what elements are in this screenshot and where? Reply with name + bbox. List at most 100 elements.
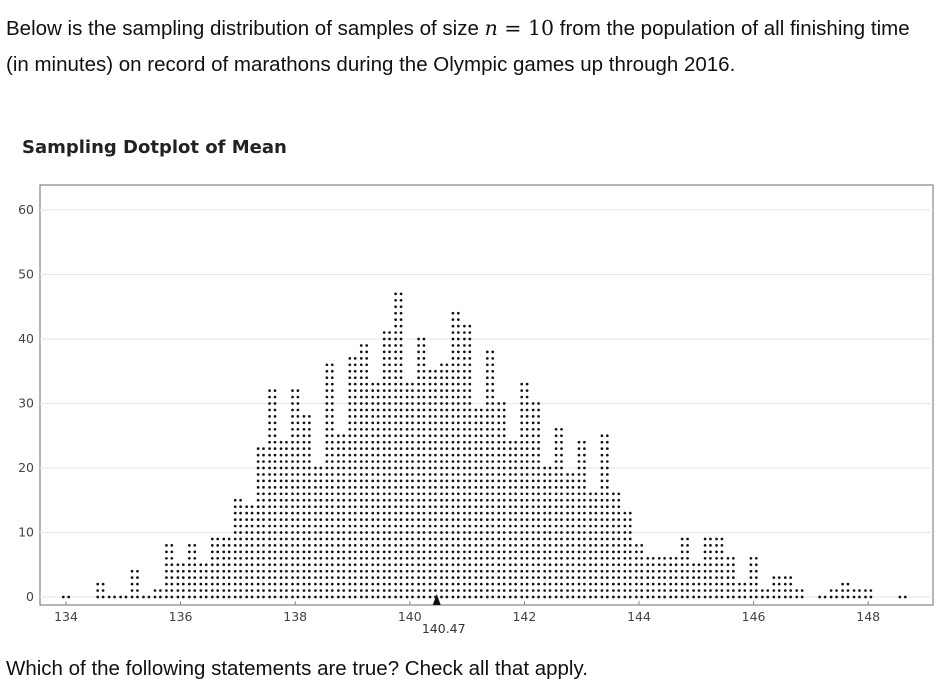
dot (428, 576, 432, 579)
dot-column (600, 434, 609, 599)
dot (525, 537, 529, 541)
dot (348, 473, 352, 476)
dot (543, 479, 546, 483)
dot (577, 569, 581, 573)
dot (233, 595, 237, 599)
dot (210, 537, 214, 541)
dot (348, 402, 352, 405)
dot (422, 408, 426, 412)
dot (405, 440, 409, 444)
y-tick-label: 10 (18, 525, 34, 540)
dot (548, 511, 552, 515)
dot (479, 498, 483, 502)
dot (583, 524, 586, 528)
dot (382, 473, 386, 476)
dot (589, 595, 592, 599)
dot (405, 421, 409, 425)
dot (394, 460, 397, 463)
dot (720, 582, 724, 586)
dot (520, 389, 524, 392)
dot (479, 518, 483, 521)
dot (440, 402, 443, 405)
dot (434, 576, 437, 579)
dot (285, 440, 288, 444)
dot (245, 569, 249, 573)
dot (388, 544, 391, 547)
dot (422, 473, 426, 476)
dot (188, 595, 191, 599)
dot (491, 460, 495, 463)
dot (405, 511, 409, 515)
dot (382, 550, 386, 554)
dot (440, 569, 443, 573)
dot (514, 505, 517, 509)
dot (525, 556, 529, 560)
dot (566, 537, 569, 541)
dot (525, 466, 529, 470)
dot (823, 595, 827, 599)
dot (583, 447, 586, 450)
dot (239, 524, 242, 528)
dot (589, 518, 592, 521)
dot (382, 589, 386, 592)
dot (651, 576, 655, 579)
dot (130, 589, 134, 592)
dot (394, 531, 397, 534)
dot (405, 453, 409, 457)
dot (520, 447, 524, 450)
dot (686, 537, 689, 541)
dot (445, 524, 449, 528)
dot (359, 518, 363, 521)
dot (388, 569, 391, 573)
dot (623, 582, 627, 586)
dot (411, 556, 414, 560)
dot (520, 440, 524, 444)
dot (245, 531, 249, 534)
x-tick-label: 144 (627, 609, 651, 624)
dot (417, 337, 420, 341)
dot (417, 389, 420, 392)
dot (577, 563, 581, 567)
dot (554, 460, 558, 463)
dot (422, 357, 426, 360)
dot (772, 576, 776, 579)
dot (451, 498, 455, 502)
dot (382, 344, 386, 347)
dot (571, 576, 575, 579)
dot-column (508, 440, 517, 599)
dot (605, 447, 609, 450)
dot (463, 447, 466, 450)
dot (440, 369, 443, 373)
dot (440, 363, 443, 367)
dot (703, 595, 707, 599)
dot (485, 440, 489, 444)
dot (302, 479, 306, 483)
dot (285, 537, 288, 541)
dot (663, 556, 666, 560)
dot (577, 492, 581, 496)
dot (411, 582, 414, 586)
dot (405, 524, 409, 528)
dot (233, 582, 237, 586)
dot (353, 434, 357, 438)
dot (388, 427, 391, 431)
dot (302, 447, 306, 450)
dot-column (210, 537, 220, 599)
dot (422, 582, 426, 586)
dot (325, 408, 329, 412)
dot (359, 505, 363, 509)
dot (520, 556, 524, 560)
dot (245, 582, 249, 586)
dot (485, 544, 489, 547)
dot (371, 492, 375, 496)
dot (726, 563, 730, 567)
dot (749, 556, 753, 560)
dot (353, 447, 357, 450)
dot (330, 505, 334, 509)
dot (479, 563, 483, 567)
dot (330, 511, 334, 515)
dot (308, 524, 311, 528)
dot (440, 453, 443, 457)
dot (394, 440, 397, 444)
dot (417, 518, 420, 521)
